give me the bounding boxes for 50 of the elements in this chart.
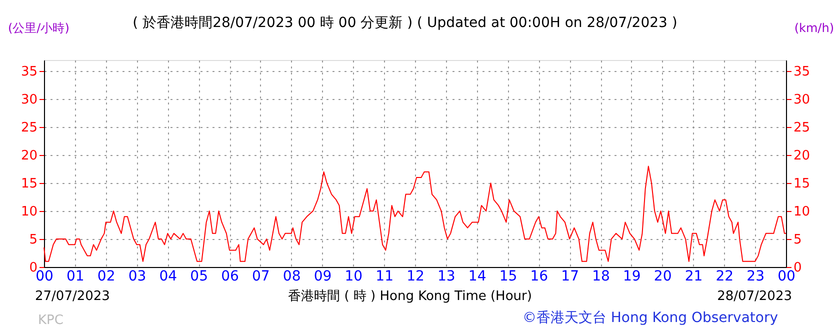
x-tick-label: 13 [438, 268, 456, 284]
y-tick-label: 35 [20, 64, 38, 80]
y2-tick-label: 15 [794, 176, 810, 192]
x-tick-label: 21 [684, 268, 703, 284]
y2-tick-label: 0 [794, 260, 802, 276]
x-tick-label: 06 [221, 268, 239, 284]
x-tick-label: 12 [406, 268, 424, 284]
x-tick-label: 14 [468, 268, 486, 284]
line-series [44, 166, 786, 262]
x-tick-label: 16 [530, 268, 548, 284]
x-tick-label: 10 [344, 268, 363, 284]
text: KPC [38, 313, 64, 328]
text: 28/07/2023 [717, 289, 792, 304]
y-tick-label: 25 [20, 120, 38, 136]
x-tick-label: 05 [190, 268, 208, 284]
x-tick-label: 20 [654, 268, 672, 284]
y2-tick-label: 35 [794, 64, 810, 80]
x-tick-label: 22 [716, 268, 734, 284]
x-tick-label: 03 [128, 268, 146, 284]
y-tick-label: 10 [20, 204, 38, 220]
x-tick-label: 15 [499, 268, 518, 284]
y2-tick-label: 10 [794, 204, 810, 220]
x-tick-label: 11 [376, 268, 394, 284]
y2-tick-label: 25 [794, 120, 810, 136]
x-tick-label: 18 [592, 268, 610, 284]
x-tick-label: 02 [97, 268, 116, 284]
y2-axis-title: (km/h) [794, 21, 834, 35]
y-tick-label: 15 [20, 176, 38, 192]
x-tick-label: 00 [36, 268, 54, 284]
y2-tick-label: 20 [794, 148, 810, 164]
y2-tick-label: 30 [794, 92, 810, 108]
x-tick-label: 00 [778, 268, 796, 284]
y-tick-label: 30 [20, 92, 38, 108]
y2-tick-label: 5 [794, 232, 802, 248]
x-tick-label: 17 [561, 268, 579, 284]
x-tick-label: 08 [282, 268, 301, 284]
text: 27/07/2023 [35, 289, 110, 304]
x-axis-title: 香港時間 ( 時 ) Hong Kong Time (Hour) [288, 289, 532, 304]
y-axis-title: (公里/小時) [8, 21, 70, 35]
x-tick-label: 01 [66, 268, 84, 284]
x-tick-label: 07 [252, 268, 270, 284]
y-tick-label: 5 [29, 232, 38, 248]
x-tick-label: 04 [159, 268, 178, 284]
y-tick-label: 20 [20, 148, 38, 164]
x-tick-label: 19 [623, 268, 641, 284]
y-tick-label: 0 [29, 260, 38, 276]
chart-title: ( 於香港時間28/07/2023 00 時 00 分更新 ) ( Updated at 00:00H on 28/07/2023 ) [132, 15, 678, 31]
x-tick-label: 09 [314, 268, 332, 284]
text: ©香港天文台 Hong Kong Observatory [522, 310, 778, 326]
x-tick-label: 23 [746, 268, 764, 284]
